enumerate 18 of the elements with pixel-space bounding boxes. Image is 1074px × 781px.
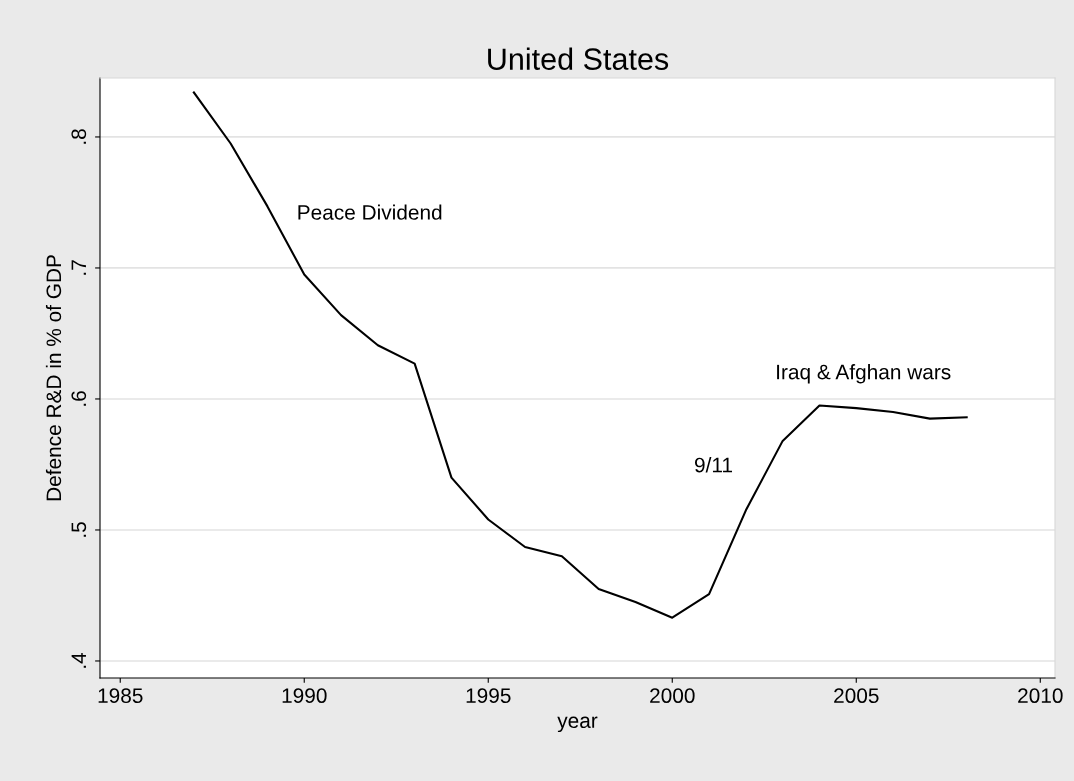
line-series	[192, 91, 968, 619]
x-tick-label: 2000	[650, 688, 695, 704]
annotation: 9/11	[694, 457, 732, 473]
x-tick-label: 1995	[466, 688, 511, 704]
x-tick-label: 1985	[98, 688, 143, 704]
y-tick-label: .7	[71, 260, 86, 275]
x-tick-label: 1990	[282, 688, 327, 704]
x-tick-label: 2005	[834, 688, 879, 704]
x-axis-title: year	[557, 716, 598, 733]
x-tick-label: 2010	[1018, 688, 1063, 704]
y-tick-label: .5	[71, 522, 87, 537]
annotation: Iraq & Afghan wars	[777, 364, 951, 384]
chart-title: United States	[488, 47, 669, 70]
y-tick-label: .8	[71, 129, 87, 144]
y-tick-label: .4	[71, 652, 86, 668]
annotation: Peace Dividend	[298, 204, 442, 220]
y-tick-label: .6	[71, 391, 87, 406]
y-axis-title: Defence R&D in % of GDP	[45, 255, 62, 501]
